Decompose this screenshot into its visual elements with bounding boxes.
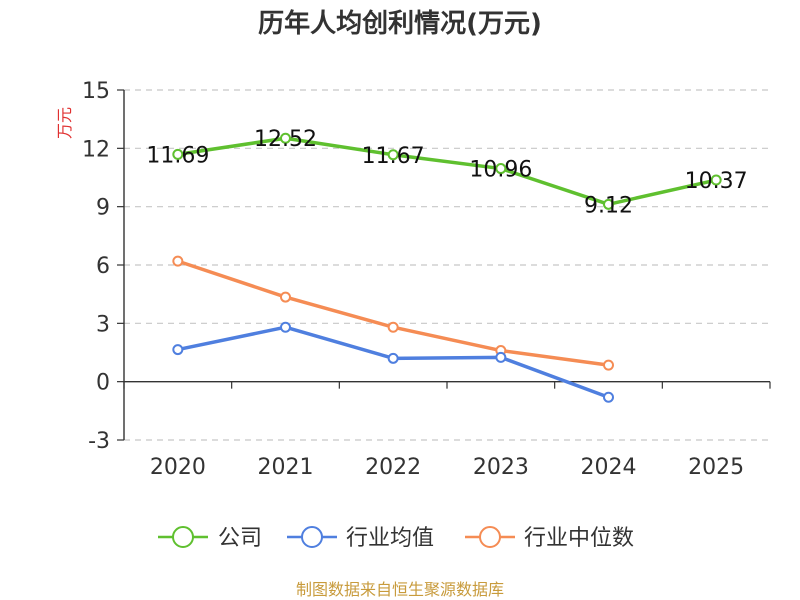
data-labels: 11.69 12.52 11.67 10.96 9.12 10.37 (146, 127, 747, 218)
data-point (172, 344, 184, 356)
data-label: 10.96 (469, 158, 532, 183)
data-label: 11.69 (146, 143, 209, 168)
data-point (280, 132, 291, 144)
legend-label: 行业均值 (346, 526, 434, 551)
series-group (172, 132, 722, 403)
y-tick-label: -3 (88, 429, 110, 454)
y-tick-label: 3 (96, 312, 110, 337)
x-axis-ticks: 2020 2021 2022 2023 2024 2025 (123, 381, 771, 480)
x-tick-label: 2023 (473, 455, 529, 480)
y-tick-label: 0 (96, 371, 110, 396)
data-point (710, 174, 722, 186)
data-point (172, 255, 184, 267)
data-point (280, 291, 291, 303)
series-line-1 (177, 136, 717, 207)
data-point (387, 149, 399, 161)
x-tick-label: 2022 (365, 455, 421, 480)
data-point (603, 391, 614, 403)
data-label: 12.52 (254, 127, 317, 152)
x-tick-label: 2020 (150, 455, 206, 480)
grid-lines (124, 89, 770, 441)
y-axis-label: 万元 (55, 107, 74, 139)
legend-marker (301, 526, 323, 548)
data-label: 10.37 (685, 169, 748, 194)
data-label: 11.67 (362, 144, 425, 169)
y-axis-ticks: -3 0 3 6 9 12 15 (82, 79, 124, 454)
data-point (387, 321, 399, 333)
y-tick-label: 9 (96, 196, 110, 221)
legend-label: 公司 (218, 526, 262, 551)
data-point (495, 163, 507, 175)
legend-marker (479, 526, 501, 548)
legend-marker (172, 526, 194, 548)
source-note: 制图数据来自恒生聚源数据库 (296, 580, 504, 599)
data-point (603, 359, 614, 371)
data-point (280, 321, 291, 333)
legend-label: 行业中位数 (524, 526, 634, 551)
data-point (603, 198, 614, 210)
data-point (387, 352, 399, 364)
data-label: 9.12 (584, 193, 633, 218)
legend[interactable]: 公司 行业均值 行业中位数 (158, 526, 634, 551)
data-point (172, 148, 184, 160)
y-tick-label: 15 (82, 79, 110, 104)
data-point (495, 351, 507, 363)
x-tick-label: 2021 (258, 455, 314, 480)
x-tick-label: 2025 (688, 455, 744, 480)
chart-title: 历年人均创利情况(万元) (258, 8, 542, 39)
x-tick-label: 2024 (581, 455, 637, 480)
y-tick-label: 12 (82, 137, 110, 162)
y-tick-label: 6 (96, 254, 110, 279)
series-line-3 (177, 259, 609, 367)
